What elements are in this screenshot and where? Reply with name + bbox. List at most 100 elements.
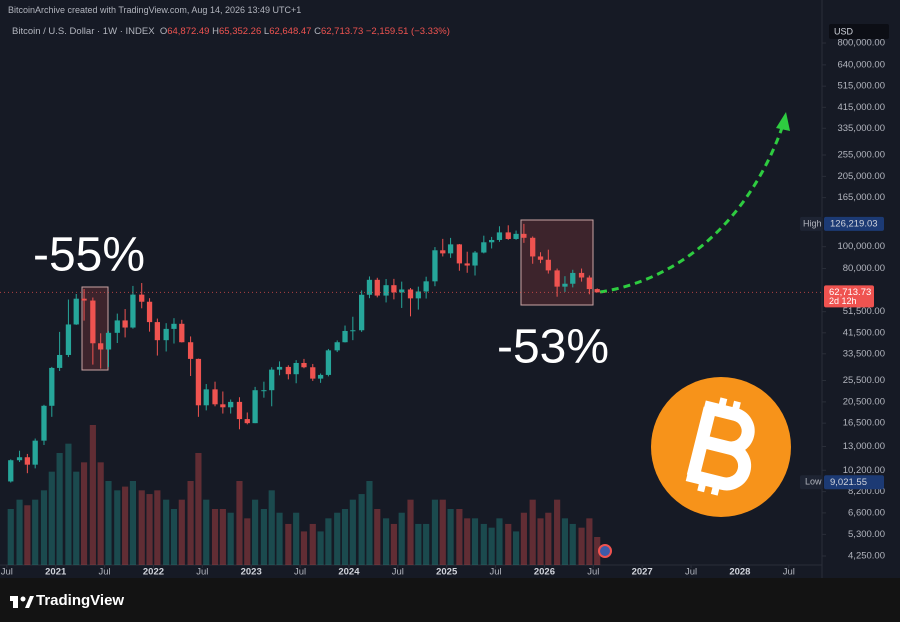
candle-body (570, 272, 576, 284)
volume-bar (415, 523, 422, 565)
prefix: L (263, 26, 270, 37)
candle-body (65, 324, 72, 355)
volume-bar (407, 499, 414, 565)
y-tick-label: 255,000.00 (837, 150, 885, 161)
last-price-box (824, 285, 874, 308)
candle-body (293, 362, 299, 375)
volume-bar (349, 499, 356, 565)
volume-bar (300, 531, 308, 565)
volume-bar (40, 490, 48, 565)
candle-body (139, 294, 145, 302)
volume-bar (73, 471, 80, 565)
candle-body (399, 289, 405, 293)
y-tick-label: 165,000.00 (837, 192, 885, 203)
volume-bar (48, 471, 55, 565)
annotation: -55% (33, 229, 145, 282)
y-tick-label: 16,500.00 (843, 418, 885, 429)
candle-body (594, 289, 600, 293)
volume-bar (545, 512, 552, 565)
volume-bar (276, 512, 283, 565)
volume-bar (203, 499, 210, 565)
prefix: C (314, 26, 321, 37)
x-tick-label: 2025 (436, 567, 458, 578)
volume-bar (285, 523, 292, 565)
x-tick-label: Jul (685, 567, 697, 578)
y-tick-label: 205,000.00 (837, 171, 885, 182)
price-marker-label: 126,219.03 (830, 218, 878, 229)
volume-bar (129, 481, 137, 565)
volume-bar (178, 499, 185, 565)
x-tick-label: Jul (392, 567, 404, 578)
candle-body (16, 457, 23, 461)
candle-body (350, 330, 356, 332)
candle-body (334, 342, 340, 351)
candle-body (472, 252, 478, 266)
y-tick-label: 100,000.00 (837, 241, 885, 252)
candle-body (464, 263, 470, 266)
volume-bar (586, 518, 593, 565)
volume-bar (447, 509, 454, 565)
x-tick-label: Jul (1, 567, 13, 578)
y-tick-label: 80,000.00 (843, 263, 885, 274)
candle-body (228, 401, 234, 408)
x-tick-label: 2024 (338, 567, 360, 578)
currency-label: USD (834, 26, 854, 36)
axes-layer: 4,250.00 5,300.00 6,600.00 8,200.00 10,200.0… (0, 38, 885, 578)
volume-bar (122, 486, 129, 565)
candle-body (310, 367, 316, 379)
currency-box (829, 24, 889, 39)
volume-bar (480, 523, 487, 565)
candle-body (220, 404, 226, 408)
candle-body (163, 328, 169, 341)
volume-bar (374, 509, 381, 565)
volume-bar (512, 531, 520, 565)
x-tick-label: Jul (783, 567, 795, 578)
volume-bar (358, 494, 365, 565)
volume-bar (309, 523, 316, 565)
event-flag (598, 544, 612, 558)
candle-body (244, 419, 250, 424)
volume-bar (146, 494, 153, 565)
x-tick-label: Jul (294, 567, 306, 578)
volume-bar (439, 499, 446, 565)
candle-body (423, 281, 429, 292)
candle-body (586, 277, 593, 290)
candle-body (122, 320, 128, 328)
price-marker-tag (800, 475, 823, 490)
projection-arrow (599, 124, 785, 294)
x-tick-label: Jul (587, 567, 599, 578)
y-tick-label: 5,300.00 (848, 529, 885, 540)
candle-body (252, 390, 258, 424)
x-tick-label: 2021 (45, 567, 67, 578)
volume-bar (244, 518, 251, 565)
candle-body (407, 289, 414, 299)
volume-bar (431, 499, 439, 565)
volume-bar (138, 490, 145, 565)
x-tick-label: 2027 (632, 567, 653, 578)
volume-bar (398, 512, 405, 565)
candle-body (8, 460, 14, 482)
volume-bar (382, 518, 390, 565)
volume-bar (488, 527, 495, 565)
volume-bar (569, 523, 576, 565)
candle-body (488, 239, 495, 243)
change: −2,159.51 (−3.33%) (365, 26, 450, 37)
volume-bar (56, 453, 63, 565)
candle-body (114, 320, 120, 333)
y-tick-label: 20,500.00 (843, 396, 885, 407)
close: 62,713.73 (320, 26, 364, 37)
volume-bar (211, 509, 219, 565)
volume-bar (341, 509, 349, 565)
price-marker-box (824, 475, 884, 490)
ohlc-legend: Bitcoin / U.S. Dollar · 1W · INDEX O64,8… (12, 26, 450, 37)
volume-bar (97, 462, 104, 565)
candle-body (481, 242, 487, 253)
candle-body (537, 256, 544, 260)
x-tick-label: Jul (99, 567, 111, 578)
candle-body (171, 323, 177, 329)
volume-bar (456, 509, 463, 565)
candle-body (545, 259, 551, 271)
candle-body (81, 298, 87, 301)
y-tick-label: 415,000.00 (837, 102, 885, 113)
